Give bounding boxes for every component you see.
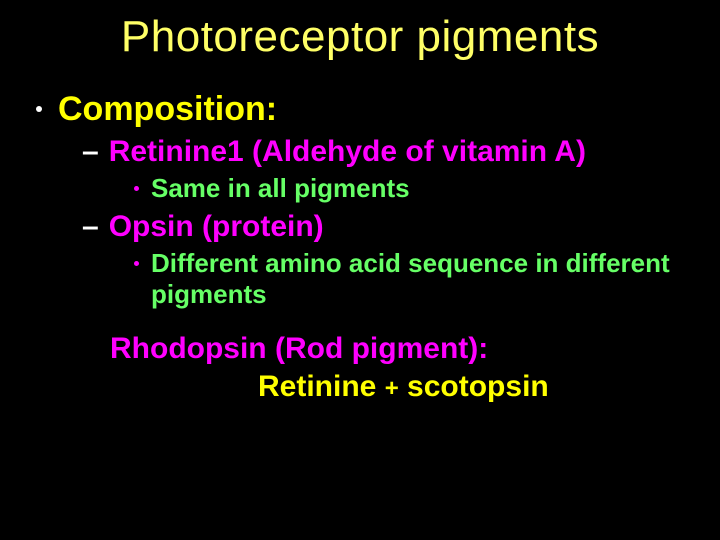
bullet-level2-text: Retinine1 (Aldehyde of vitamin A) xyxy=(109,135,586,169)
bullet-level3: Different amino acid sequence in differe… xyxy=(134,248,692,310)
footer-heading: Rhodopsin (Rod pigment): xyxy=(110,332,692,366)
bullet-level2-text: Opsin (protein) xyxy=(109,210,324,244)
dot-icon xyxy=(36,106,42,112)
bullet-level1: Composition: xyxy=(36,90,692,129)
dash-icon: – xyxy=(82,135,99,169)
bullet-level2: – Retinine1 (Aldehyde of vitamin A) xyxy=(82,135,692,169)
plus-icon: + xyxy=(385,375,399,402)
bullet-level2: – Opsin (protein) xyxy=(82,210,692,244)
bullet-level3: Same in all pigments xyxy=(134,173,692,204)
bullet-level3-text: Different amino acid sequence in differe… xyxy=(151,248,691,310)
dash-icon: – xyxy=(82,210,99,244)
bullet-level1-text: Composition: xyxy=(58,90,277,129)
dot-icon xyxy=(134,186,139,191)
bullet-level3-text: Same in all pigments xyxy=(151,173,410,204)
footer-body: Retinine + scotopsin xyxy=(258,370,692,404)
footer-block: Rhodopsin (Rod pigment): Retinine + scot… xyxy=(110,332,692,404)
footer-body-right: scotopsin xyxy=(407,370,549,403)
footer-body-left: Retinine xyxy=(258,370,385,403)
slide-title: Photoreceptor pigments xyxy=(28,12,692,62)
dot-icon xyxy=(134,261,139,266)
